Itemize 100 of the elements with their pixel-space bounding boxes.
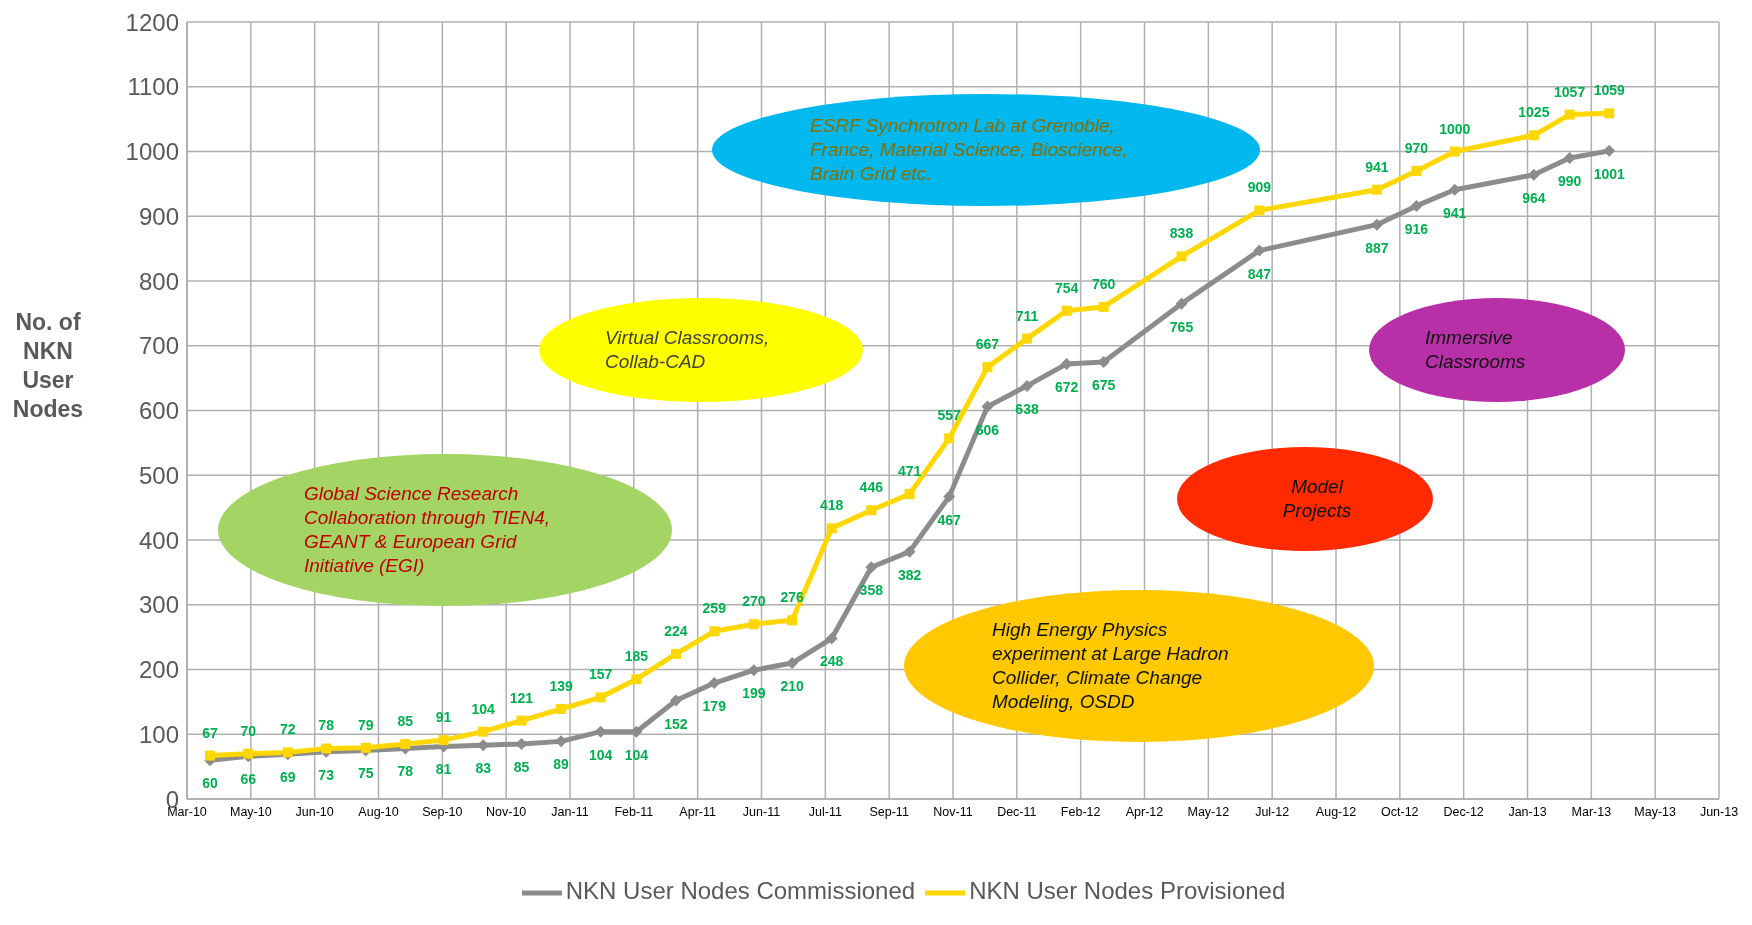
- point: [1098, 301, 1109, 312]
- y-tick-label: 200: [138, 656, 179, 684]
- annotation: High Energy Physics experiment at Large Hadron Collider, Climate Change Modeling, OSDD: [992, 618, 1230, 714]
- data-label: 199: [742, 685, 766, 702]
- point: [1563, 151, 1576, 164]
- point: [786, 657, 799, 670]
- data-label: 185: [624, 648, 649, 665]
- data-label: 667: [975, 336, 1000, 353]
- y-tick-label: 1100: [127, 73, 179, 101]
- annotation: Model Projects: [1281, 475, 1353, 523]
- data-label: 760: [1091, 275, 1116, 292]
- data-label: 248: [820, 653, 844, 670]
- x-tick-label: Dec-11: [997, 804, 1037, 819]
- data-label: 847: [1247, 265, 1272, 282]
- data-label: 382: [897, 566, 922, 583]
- x-tick-label: Feb-11: [614, 804, 654, 819]
- point: [982, 362, 993, 373]
- y-tick-label: 100: [138, 720, 179, 748]
- data-label: 467: [937, 511, 962, 528]
- data-label: 79: [357, 716, 374, 733]
- point: [748, 619, 759, 630]
- data-label: 104: [471, 700, 496, 717]
- x-tick-label: Mar-13: [1571, 804, 1612, 819]
- point: [670, 648, 681, 659]
- x-tick-label: Nov-10: [486, 804, 527, 819]
- data-label: 69: [280, 769, 296, 786]
- point: [1448, 183, 1461, 196]
- point: [1254, 205, 1265, 216]
- point: [1603, 144, 1616, 157]
- data-label: 941: [1365, 158, 1389, 175]
- point: [825, 632, 838, 645]
- data-label: 990: [1557, 172, 1582, 189]
- point: [631, 674, 642, 685]
- point: [826, 523, 837, 534]
- data-label: 78: [397, 763, 414, 780]
- data-label: 81: [435, 761, 452, 778]
- x-tick-label: Nov-11: [933, 804, 973, 819]
- data-label: 259: [702, 600, 727, 617]
- point: [478, 726, 489, 737]
- point: [438, 735, 449, 746]
- x-tick-label: Jun-10: [295, 804, 334, 819]
- data-label: 1000: [1439, 120, 1471, 137]
- data-label: 446: [859, 479, 884, 496]
- data-label: 916: [1404, 220, 1429, 237]
- point: [321, 743, 332, 754]
- point: [865, 561, 878, 574]
- point: [1564, 109, 1575, 120]
- data-label: 85: [513, 758, 530, 775]
- annotation: Immersive Classrooms: [1425, 326, 1527, 374]
- point: [595, 692, 606, 703]
- y-tick-label: 300: [138, 591, 179, 619]
- data-label: 672: [1054, 378, 1079, 395]
- point: [943, 490, 956, 503]
- x-tick-label: Dec-12: [1443, 804, 1484, 819]
- annotation: Virtual Classrooms, Collab-CAD: [605, 326, 771, 374]
- data-label: 970: [1404, 139, 1429, 156]
- data-label: 89: [553, 756, 570, 773]
- data-label: 78: [318, 717, 335, 734]
- point: [903, 545, 916, 558]
- data-label: 838: [1169, 225, 1194, 242]
- x-tick-label: Jun-13: [1699, 804, 1739, 819]
- data-label: 909: [1247, 179, 1272, 196]
- annotation: ESRF Synchrotron Lab at Grenoble, France, Material Science, Bioscience, Brain Grid etc.: [810, 114, 1129, 186]
- data-label: 887: [1365, 239, 1389, 256]
- x-tick-label: Sep-10: [422, 804, 463, 819]
- data-label: 224: [664, 622, 688, 639]
- data-label: 418: [820, 497, 844, 514]
- point: [516, 715, 527, 726]
- point: [204, 750, 215, 761]
- data-label: 67: [202, 724, 218, 741]
- data-label: 270: [742, 593, 766, 610]
- x-tick-label: May-12: [1187, 804, 1230, 819]
- y-tick-label: 400: [138, 526, 179, 554]
- x-tick-label: Oct-12: [1381, 804, 1419, 819]
- data-label: 179: [702, 698, 727, 715]
- data-label: 85: [397, 712, 414, 729]
- point: [556, 704, 567, 714]
- data-label: 75: [357, 765, 374, 782]
- data-label: 210: [780, 677, 805, 694]
- y-tick-label: 1000: [125, 138, 179, 166]
- legend-label: NKN User Nodes Provisioned: [969, 877, 1286, 905]
- data-label: 104: [588, 746, 613, 763]
- x-tick-label: Jun-11: [742, 804, 781, 819]
- point: [1528, 130, 1539, 141]
- point: [1449, 146, 1460, 157]
- data-label: 358: [859, 582, 884, 599]
- y-tick-label: 700: [138, 332, 179, 360]
- data-label: 675: [1091, 376, 1116, 393]
- point: [1176, 251, 1187, 262]
- y-tick-label: 1200: [125, 8, 179, 36]
- point: [787, 615, 798, 626]
- y-tick-label: 500: [138, 461, 179, 489]
- data-label: 1059: [1593, 82, 1625, 99]
- data-label: 73: [318, 766, 335, 783]
- point: [1022, 333, 1033, 344]
- y-tick-label: 800: [138, 267, 179, 295]
- point: [669, 694, 682, 707]
- data-label: 1001: [1593, 165, 1625, 182]
- data-label: 152: [664, 715, 688, 732]
- x-tick-label: Jul-12: [1255, 804, 1290, 819]
